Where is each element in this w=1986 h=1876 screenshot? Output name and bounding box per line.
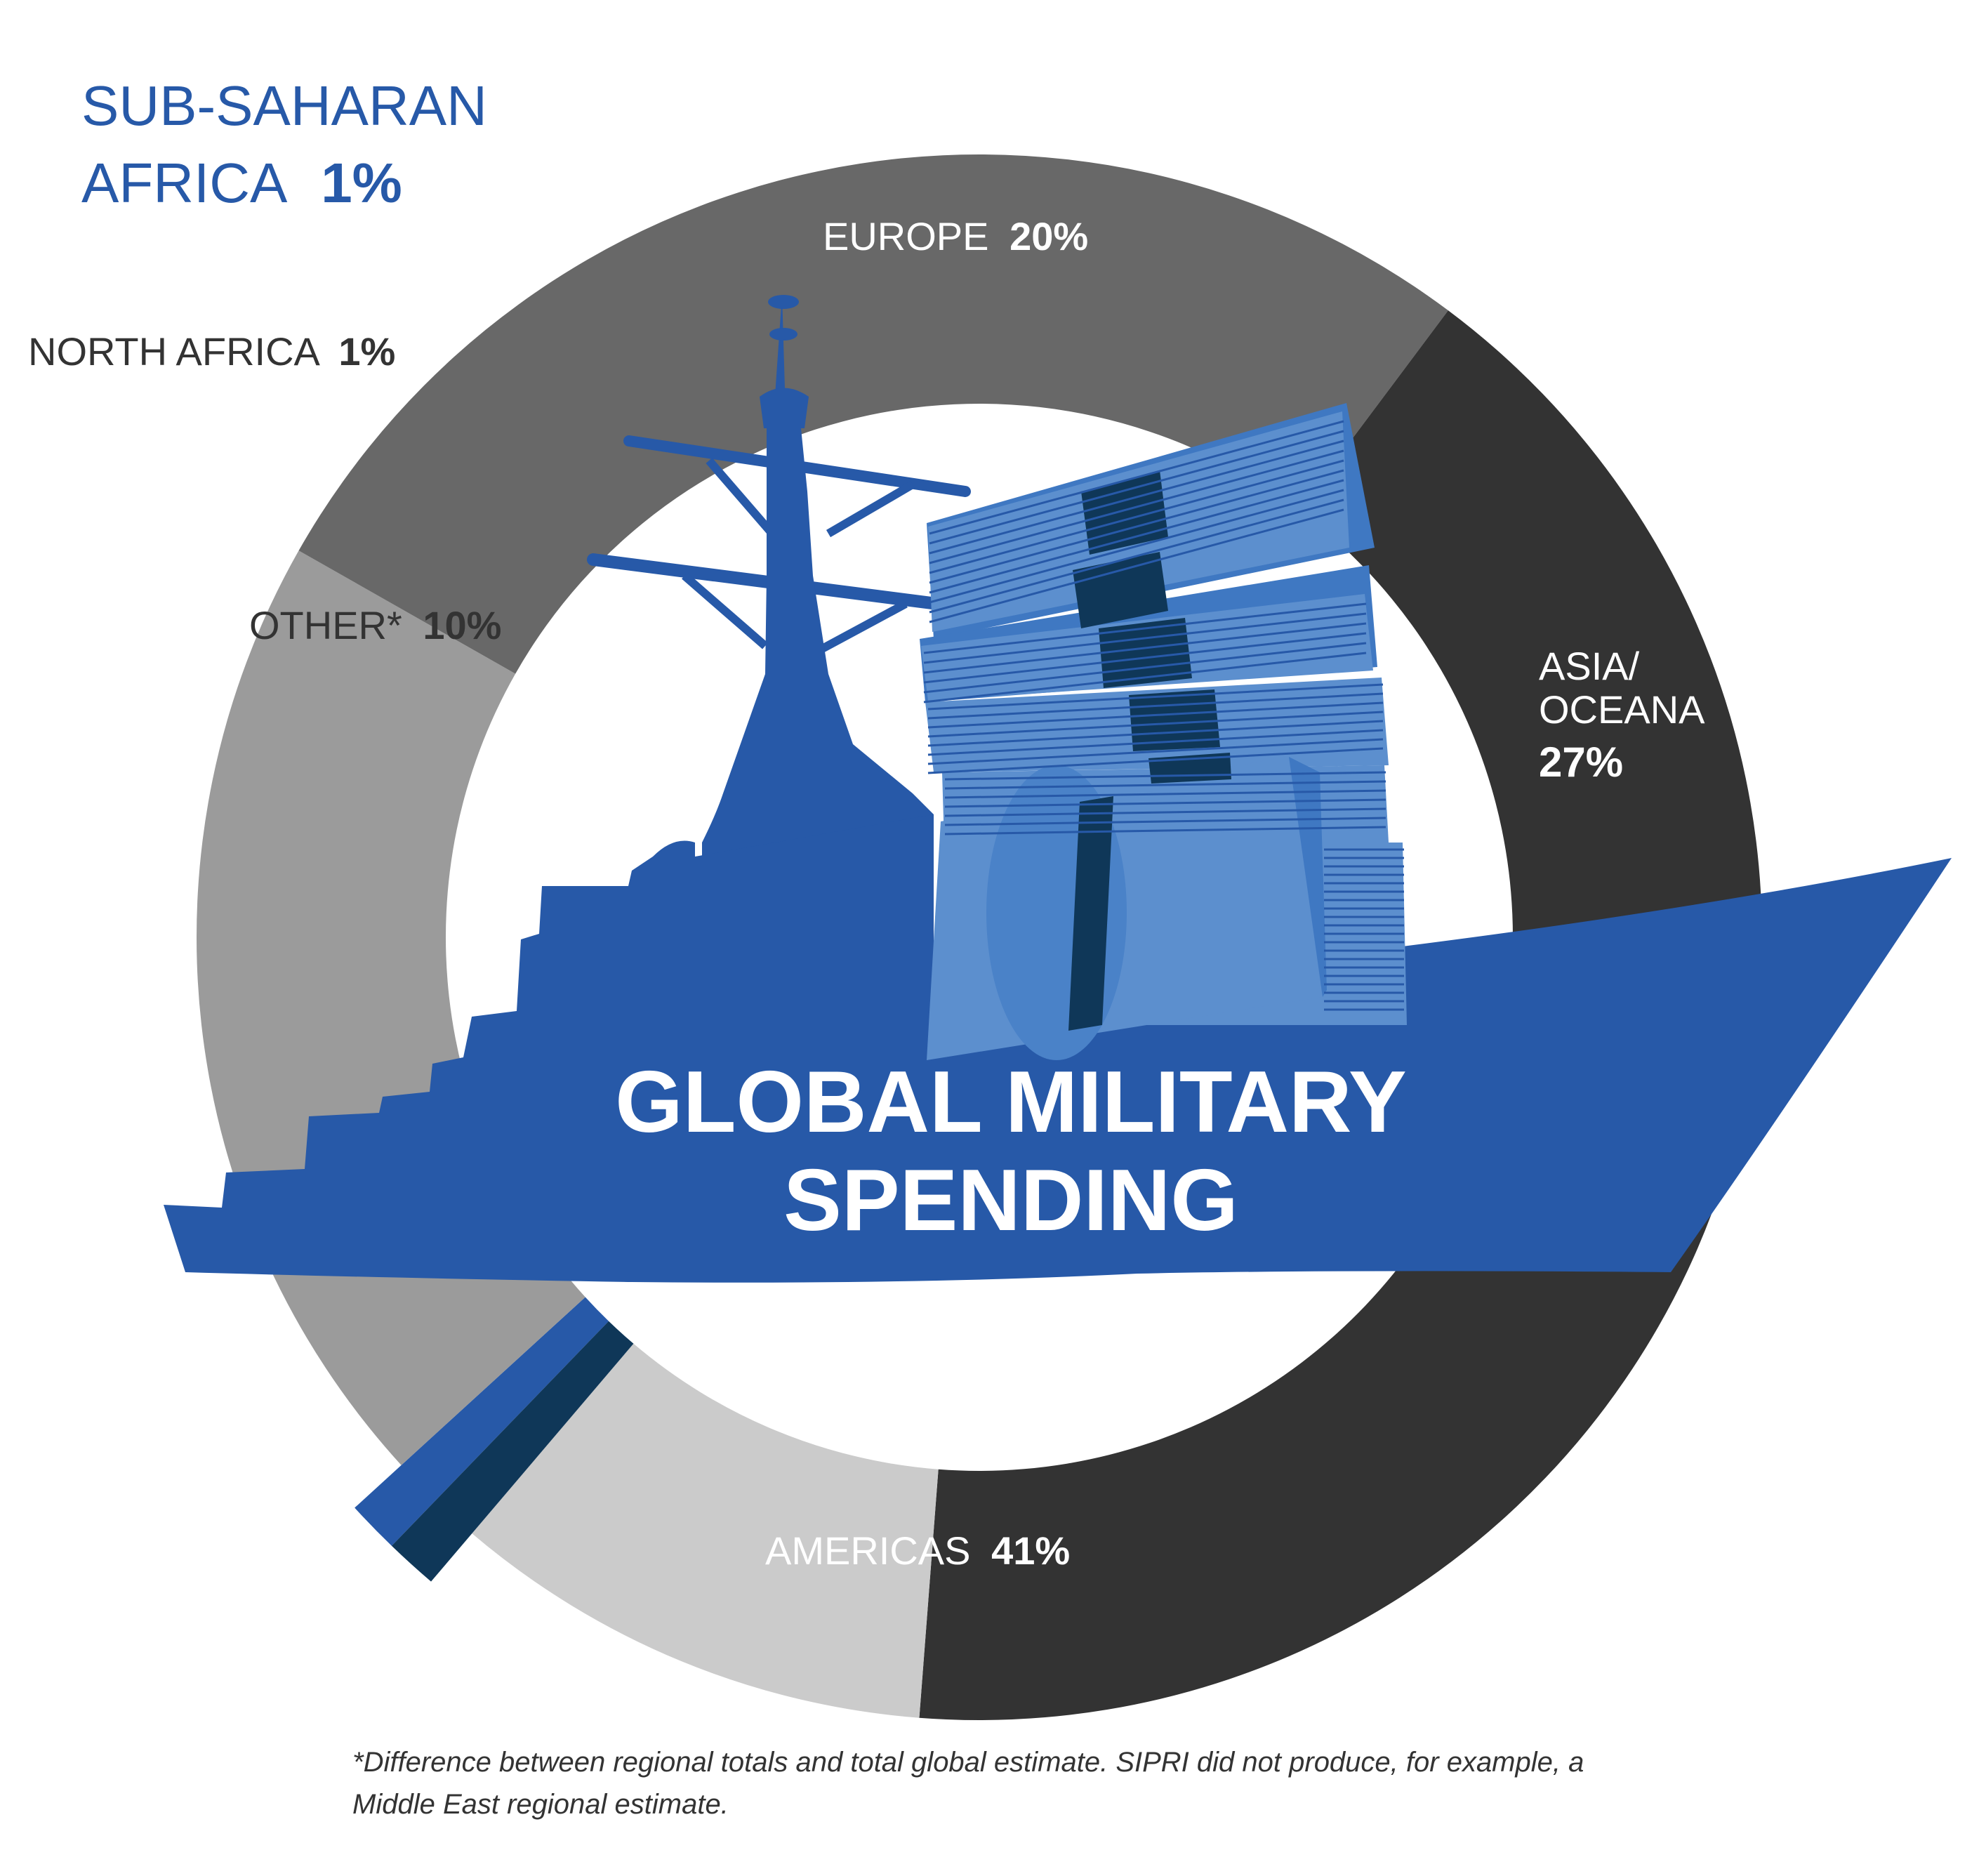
bill-edge-line	[927, 692, 1384, 720]
slice-asia-oceana	[298, 154, 1448, 674]
slice-americas	[919, 310, 1763, 1720]
asia-oceana-value: 27%	[1539, 739, 1623, 786]
bill-edge-line	[929, 440, 1344, 555]
sub-saharan-africa-value: 1%	[321, 152, 402, 214]
slice-north-africa	[391, 1321, 634, 1582]
bill-edge-line	[944, 798, 1386, 808]
other-label: OTHER*	[249, 603, 402, 647]
bill-edge-line	[929, 430, 1344, 545]
svg-text:SUB-SAHARAN: SUB-SAHARAN	[81, 74, 487, 137]
slice-other	[472, 1343, 939, 1718]
bill-edge-line	[923, 632, 1367, 684]
chart-title-line2: SPENDING	[783, 1152, 1238, 1249]
bill-edge-line	[929, 449, 1344, 564]
svg-text:NORTH AFRICA 1%: NORTH AFRICA 1%	[28, 329, 395, 374]
slice-sub-saharan-africa	[355, 1297, 609, 1546]
bill-edge-line	[929, 479, 1344, 594]
bill-edge-line	[929, 498, 1344, 614]
money-stacks	[920, 403, 1407, 1060]
north-africa-label: NORTH AFRICA	[28, 329, 321, 374]
bill-edge-line	[929, 508, 1344, 623]
bill-edge-line	[944, 780, 1386, 790]
bill-edge-line	[923, 642, 1367, 694]
warship-illustration	[164, 295, 1952, 1283]
bill-edge-line	[929, 459, 1344, 574]
bill-edge-line	[944, 826, 1386, 835]
asia-oceana-label-line2: OCEANA	[1539, 687, 1705, 732]
bill-edge-line	[923, 652, 1367, 704]
bill-edge-line	[944, 807, 1386, 817]
bill-edge-line	[927, 683, 1384, 711]
bill-edge-line	[923, 602, 1367, 654]
bill-edge-line	[923, 612, 1367, 664]
bill-edge-line	[929, 489, 1344, 604]
north-africa-value: 1%	[338, 329, 395, 374]
other-value: 10%	[423, 603, 501, 647]
bill-edge-line	[923, 622, 1367, 674]
americas-value: 41%	[991, 1528, 1070, 1573]
asia-oceana-label: ASIA/	[1539, 644, 1640, 688]
svg-text:OTHER* 10%: OTHER* 10%	[249, 603, 501, 647]
bill-edge-line	[929, 469, 1344, 584]
bill-edge-line	[927, 701, 1384, 729]
europe-value: 20%	[1009, 214, 1088, 258]
footnote: *Difference between regional totals and …	[352, 1747, 1584, 1820]
bill-edge-line	[929, 420, 1344, 535]
bill-edge-line	[927, 738, 1384, 765]
bill-edge-line	[927, 729, 1384, 756]
svg-text:AFRICA 1%: AFRICA 1%	[81, 152, 402, 214]
bill-edge-line	[944, 789, 1386, 799]
europe-label: EUROPE	[823, 214, 989, 258]
bill-edge-line	[944, 771, 1386, 781]
bill-edge-line	[927, 747, 1384, 774]
svg-text:EUROPE 20%: EUROPE 20%	[823, 214, 1088, 258]
sub-saharan-africa-label-line2: AFRICA	[81, 152, 288, 214]
bill-edge-line	[944, 817, 1386, 826]
americas-label: AMERICAS	[765, 1528, 971, 1573]
sub-saharan-africa-label: SUB-SAHARAN	[81, 74, 487, 137]
svg-text:AMERICAS 41%: AMERICAS 41%	[765, 1528, 1070, 1573]
bill-edge-line	[927, 720, 1384, 747]
chart-title-line1: GLOBAL MILITARY	[615, 1054, 1406, 1151]
bill-edge-line	[927, 711, 1384, 738]
